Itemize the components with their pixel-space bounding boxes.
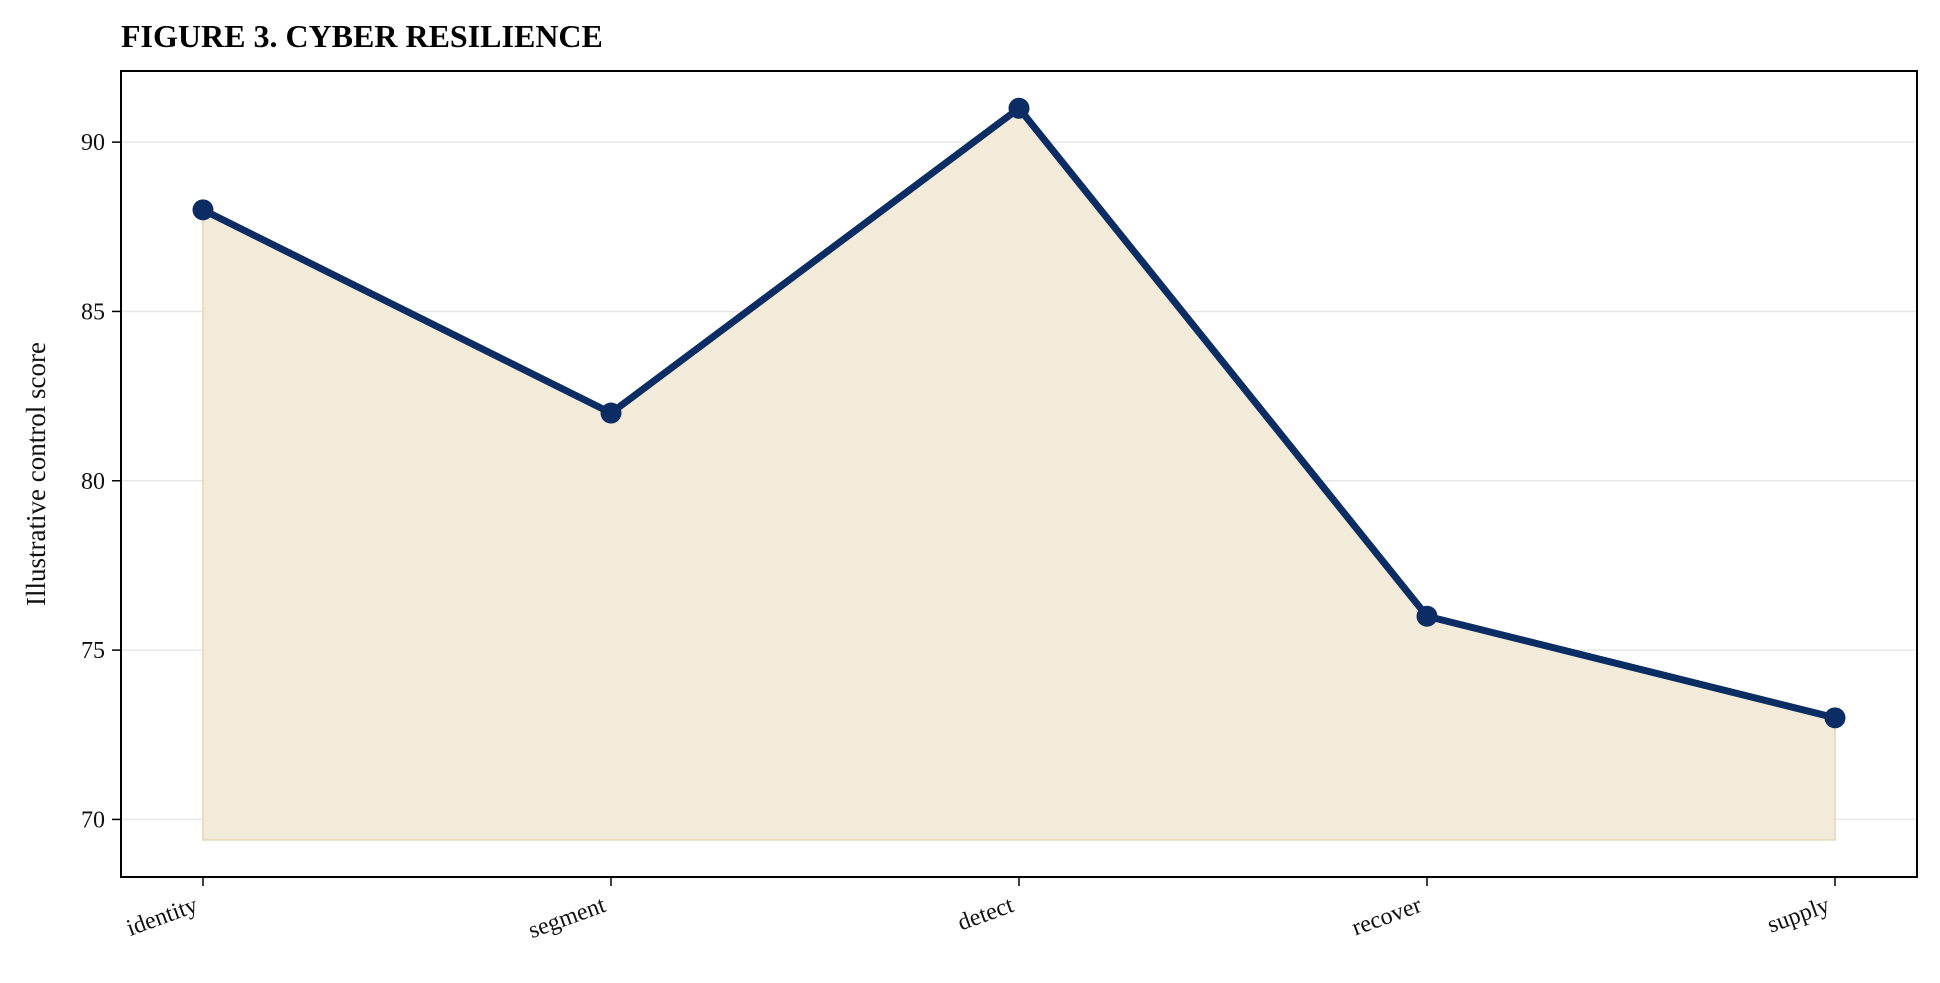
data-point — [192, 199, 214, 221]
x-tick-label: identity — [123, 892, 201, 942]
chart-title: FIGURE 3. CYBER RESILIENCE — [121, 18, 603, 54]
x-tick-label: segment — [525, 892, 609, 944]
data-points — [192, 97, 1846, 729]
x-tick-label: detect — [954, 892, 1017, 936]
y-axis-label: Illustrative control score — [21, 342, 51, 606]
x-tick-label: supply — [1764, 892, 1833, 938]
y-tick-label: 80 — [81, 469, 105, 495]
area-polygon — [202, 106, 1836, 841]
data-point — [600, 402, 622, 424]
x-axis: identity segment detect recover supply — [123, 877, 1836, 944]
data-point — [1824, 707, 1846, 729]
y-tick-label: 75 — [81, 638, 105, 664]
y-tick-label: 85 — [81, 299, 105, 325]
y-tick-label: 90 — [81, 130, 105, 156]
y-axis: 70 75 80 85 90 — [81, 130, 121, 833]
area-fill — [202, 106, 1836, 841]
y-tick-label: 70 — [81, 807, 105, 833]
x-tick-label: recover — [1349, 892, 1426, 941]
data-point — [1416, 605, 1438, 627]
data-point — [1008, 97, 1030, 119]
